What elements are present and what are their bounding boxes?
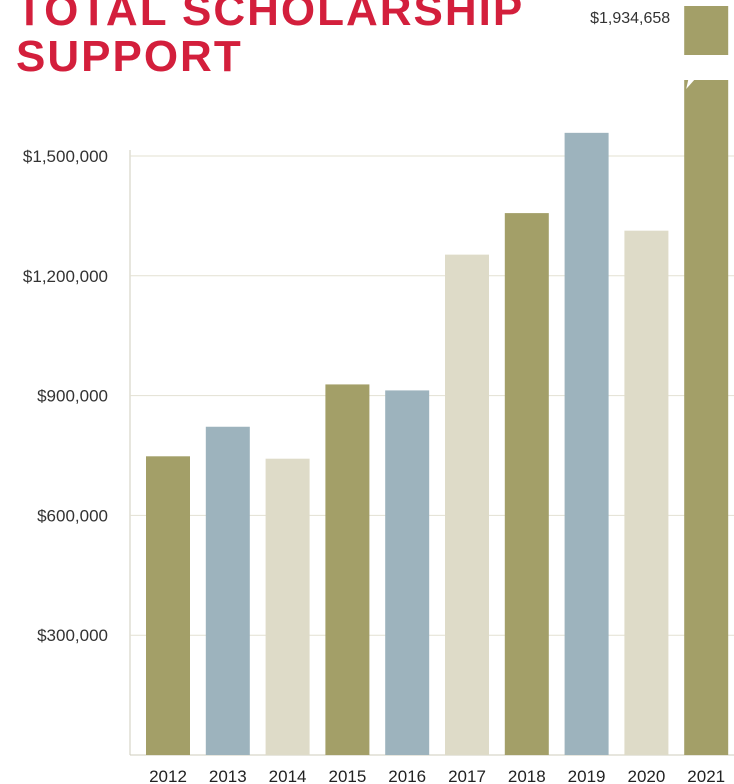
bar-2015 bbox=[325, 384, 370, 755]
x-tick-label: 2012 bbox=[149, 767, 187, 784]
bar-2020 bbox=[624, 230, 669, 755]
bar-2013 bbox=[205, 426, 250, 755]
chart-title-line-1: TOTAL SCHOLARSHIP bbox=[16, 0, 525, 35]
bar-value-label-2021: $1,934,658 bbox=[590, 10, 670, 27]
bar-2021 bbox=[684, 6, 729, 755]
x-tick-label: 2014 bbox=[269, 767, 307, 784]
x-tick-label: 2018 bbox=[508, 767, 546, 784]
y-tick-label: $300,000 bbox=[37, 626, 108, 645]
bar-2014 bbox=[265, 458, 310, 755]
x-tick-label: 2020 bbox=[627, 767, 665, 784]
x-tick-label: 2019 bbox=[568, 767, 606, 784]
x-tick-label: 2016 bbox=[388, 767, 426, 784]
bar-2016 bbox=[385, 390, 430, 755]
y-tick-label: $900,000 bbox=[37, 387, 108, 406]
chart-title: TOTAL SCHOLARSHIP SUPPORT bbox=[16, 0, 524, 80]
x-tick-label: 2015 bbox=[328, 767, 366, 784]
bars bbox=[146, 6, 733, 756]
axis-labels: $300,000 $600,000 $900,000 $1,200,000 $1,500… bbox=[23, 10, 725, 784]
bar-2019 bbox=[564, 132, 609, 755]
bar-2017 bbox=[445, 254, 489, 756]
y-tick-label: $600,000 bbox=[37, 506, 108, 525]
x-tick-label: 2021 bbox=[687, 767, 725, 784]
chart-title-line-2: SUPPORT bbox=[16, 32, 243, 81]
axis-break-marker bbox=[682, 55, 733, 89]
x-tick-label: 2017 bbox=[448, 767, 486, 784]
bar-2018 bbox=[504, 213, 549, 755]
bar-2012 bbox=[146, 456, 190, 755]
y-tick-label: $1,200,000 bbox=[23, 267, 108, 286]
y-tick-label: $1,500,000 bbox=[23, 147, 108, 166]
x-tick-label: 2013 bbox=[209, 767, 247, 784]
